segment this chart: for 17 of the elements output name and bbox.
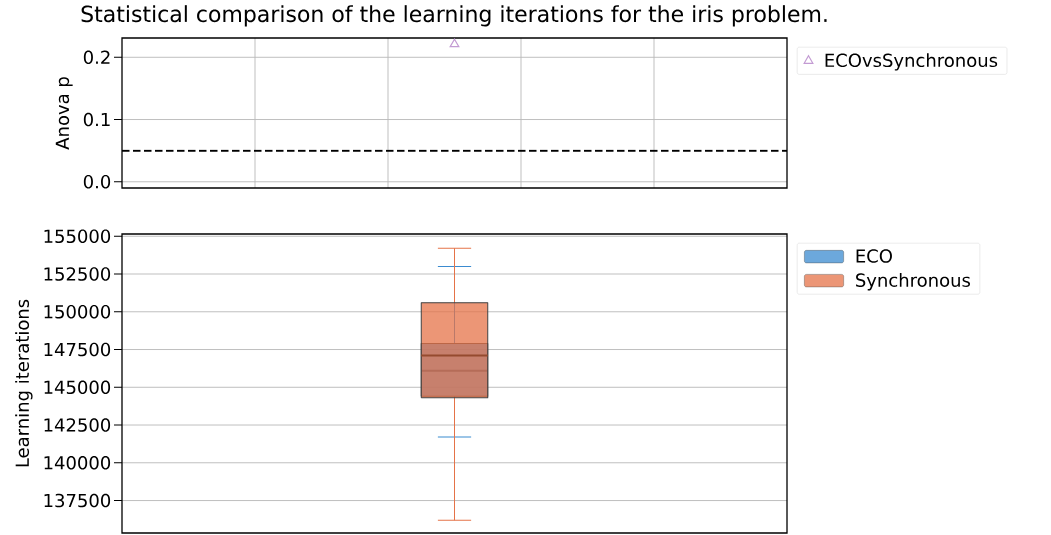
y-tick-label: 150000	[44, 304, 111, 319]
y-tick-label: 152500	[44, 267, 111, 281]
legend-label: ECO	[856, 249, 892, 263]
legend-label: ECOvsSynchronous	[825, 53, 998, 71]
y-tick-label: 147500	[44, 342, 111, 357]
y-tick-label: 145000	[44, 380, 111, 395]
chart-title: Statistical comparison of the learning iterations for the iris problem.	[81, 5, 827, 27]
y-tick-label: 142500	[44, 418, 111, 432]
y-axis-title: Anova p	[55, 77, 73, 150]
y-tick-label: 0.1	[83, 112, 110, 127]
legend-label: Synchronous	[856, 273, 971, 291]
y-tick-label: 137500	[44, 493, 111, 508]
y-tick-label: 155000	[44, 229, 111, 244]
y-axis-title: Learning iterations	[15, 299, 33, 467]
y-tick-label: 140000	[44, 455, 111, 470]
y-tick-label: 0.2	[83, 50, 110, 65]
y-tick-label: 0.0	[83, 174, 111, 189]
